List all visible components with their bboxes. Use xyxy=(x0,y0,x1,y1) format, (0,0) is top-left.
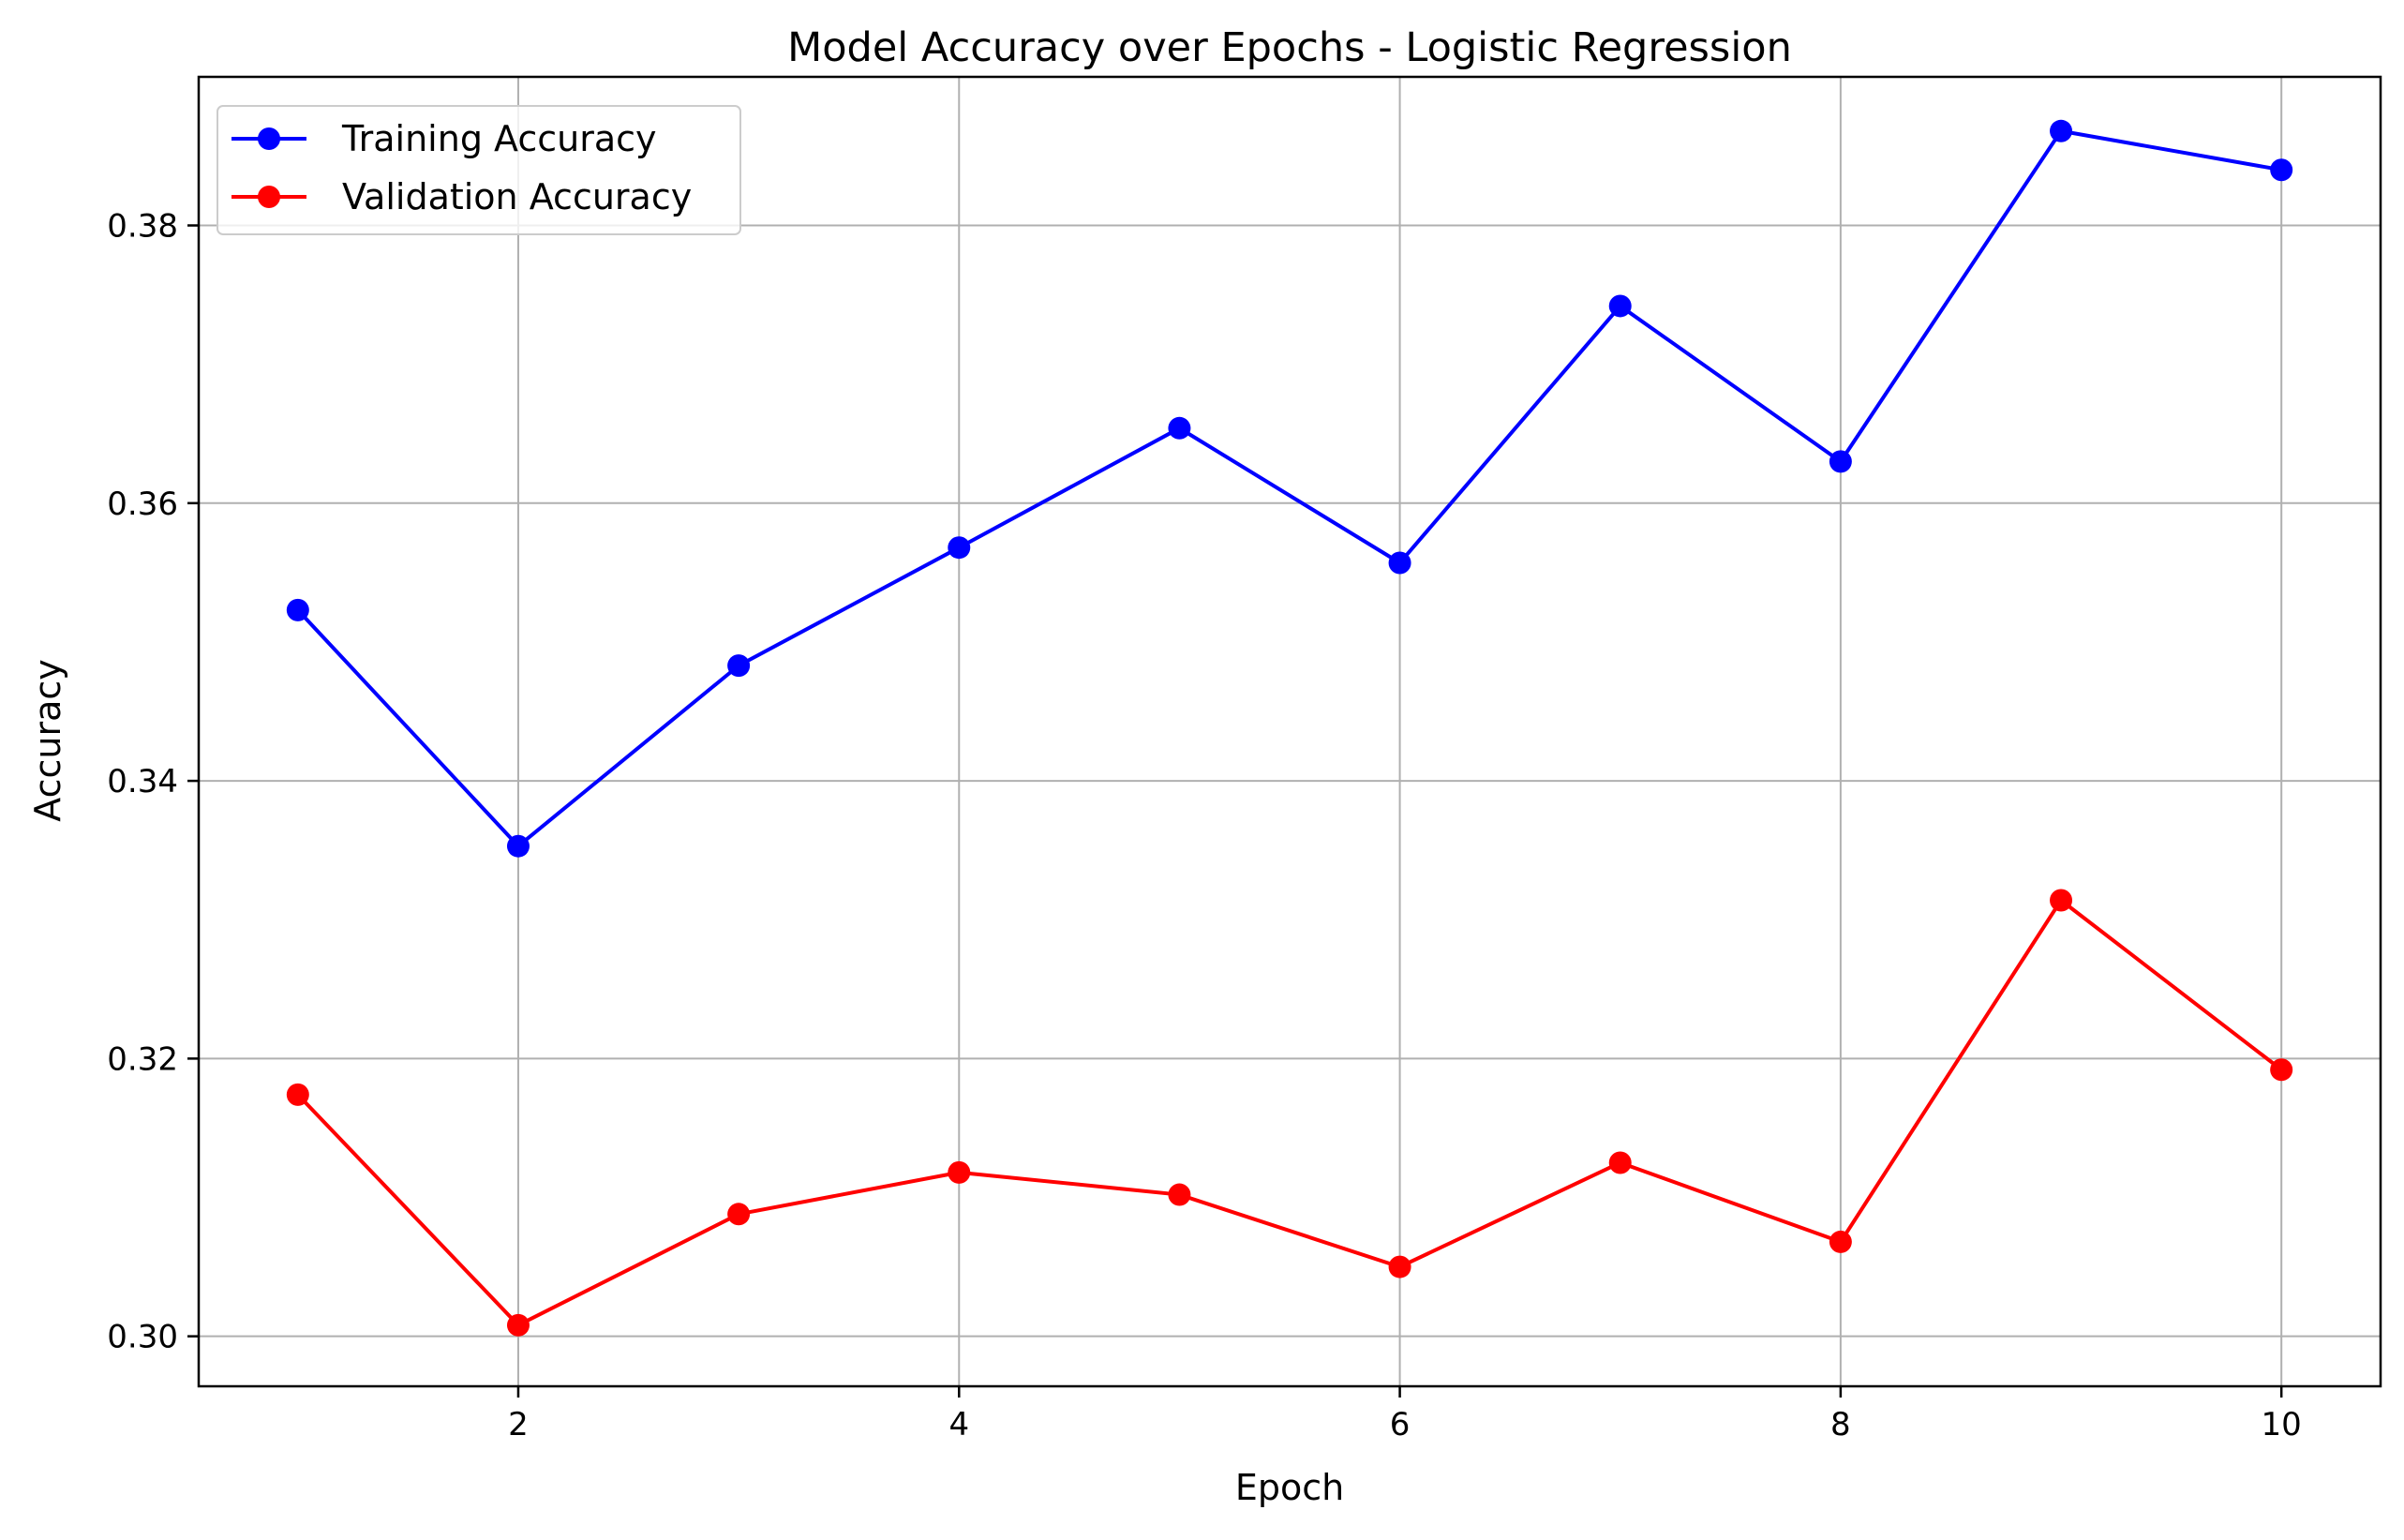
data-point-series-1 xyxy=(2270,1058,2293,1082)
legend-label-training: Training Accuracy xyxy=(341,118,657,159)
data-point-series-1 xyxy=(2050,889,2073,912)
x-tick-label: 10 xyxy=(2262,1406,2302,1443)
data-point-series-0 xyxy=(506,834,530,858)
data-point-series-1 xyxy=(1608,1151,1632,1174)
x-axis-label: Epoch xyxy=(1235,1467,1344,1508)
data-point-series-1 xyxy=(286,1083,309,1106)
data-point-series-0 xyxy=(2270,158,2293,182)
data-point-series-0 xyxy=(1608,294,1632,318)
series-layer xyxy=(286,119,2293,1337)
data-point-series-0 xyxy=(1168,416,1191,440)
data-point-series-1 xyxy=(1168,1183,1191,1206)
series-line-0 xyxy=(296,128,2282,848)
grid xyxy=(199,77,2381,1386)
data-point-series-0 xyxy=(727,654,751,678)
data-point-series-1 xyxy=(1829,1230,1852,1253)
y-tick-label: 0.34 xyxy=(107,763,178,800)
data-point-series-1 xyxy=(506,1313,530,1337)
legend-marker-training xyxy=(258,127,280,150)
y-axis-label: Accuracy xyxy=(27,659,68,822)
y-tick-label: 0.30 xyxy=(107,1319,178,1356)
chart-title: Model Accuracy over Epochs - Logistic Re… xyxy=(787,24,1792,71)
data-point-series-1 xyxy=(948,1160,971,1184)
y-tick-label: 0.36 xyxy=(107,486,178,523)
data-point-series-0 xyxy=(1388,551,1411,575)
x-tick-label: 6 xyxy=(1390,1406,1411,1443)
data-point-series-0 xyxy=(948,536,971,560)
y-tick-label: 0.38 xyxy=(107,208,178,246)
data-point-series-0 xyxy=(1829,450,1852,473)
legend: Training Accuracy Validation Accuracy xyxy=(217,105,741,235)
data-point-series-0 xyxy=(286,598,309,621)
series-line-1 xyxy=(296,898,2283,1327)
ticks: 2 4 6 8 10 0.30 0.32 0.34 0.36 0.38 xyxy=(107,208,2302,1443)
plot-frame xyxy=(197,75,2382,1388)
data-point-series-0 xyxy=(2050,119,2073,142)
legend-label-validation: Validation Accuracy xyxy=(342,176,692,217)
legend-box xyxy=(217,105,741,235)
x-tick-label: 2 xyxy=(508,1406,529,1443)
data-point-series-1 xyxy=(1388,1255,1411,1278)
y-tick-label: 0.32 xyxy=(107,1040,178,1078)
x-tick-label: 4 xyxy=(948,1406,969,1443)
data-point-series-1 xyxy=(727,1203,751,1226)
x-tick-label: 8 xyxy=(1830,1406,1851,1443)
legend-marker-validation xyxy=(258,186,280,208)
